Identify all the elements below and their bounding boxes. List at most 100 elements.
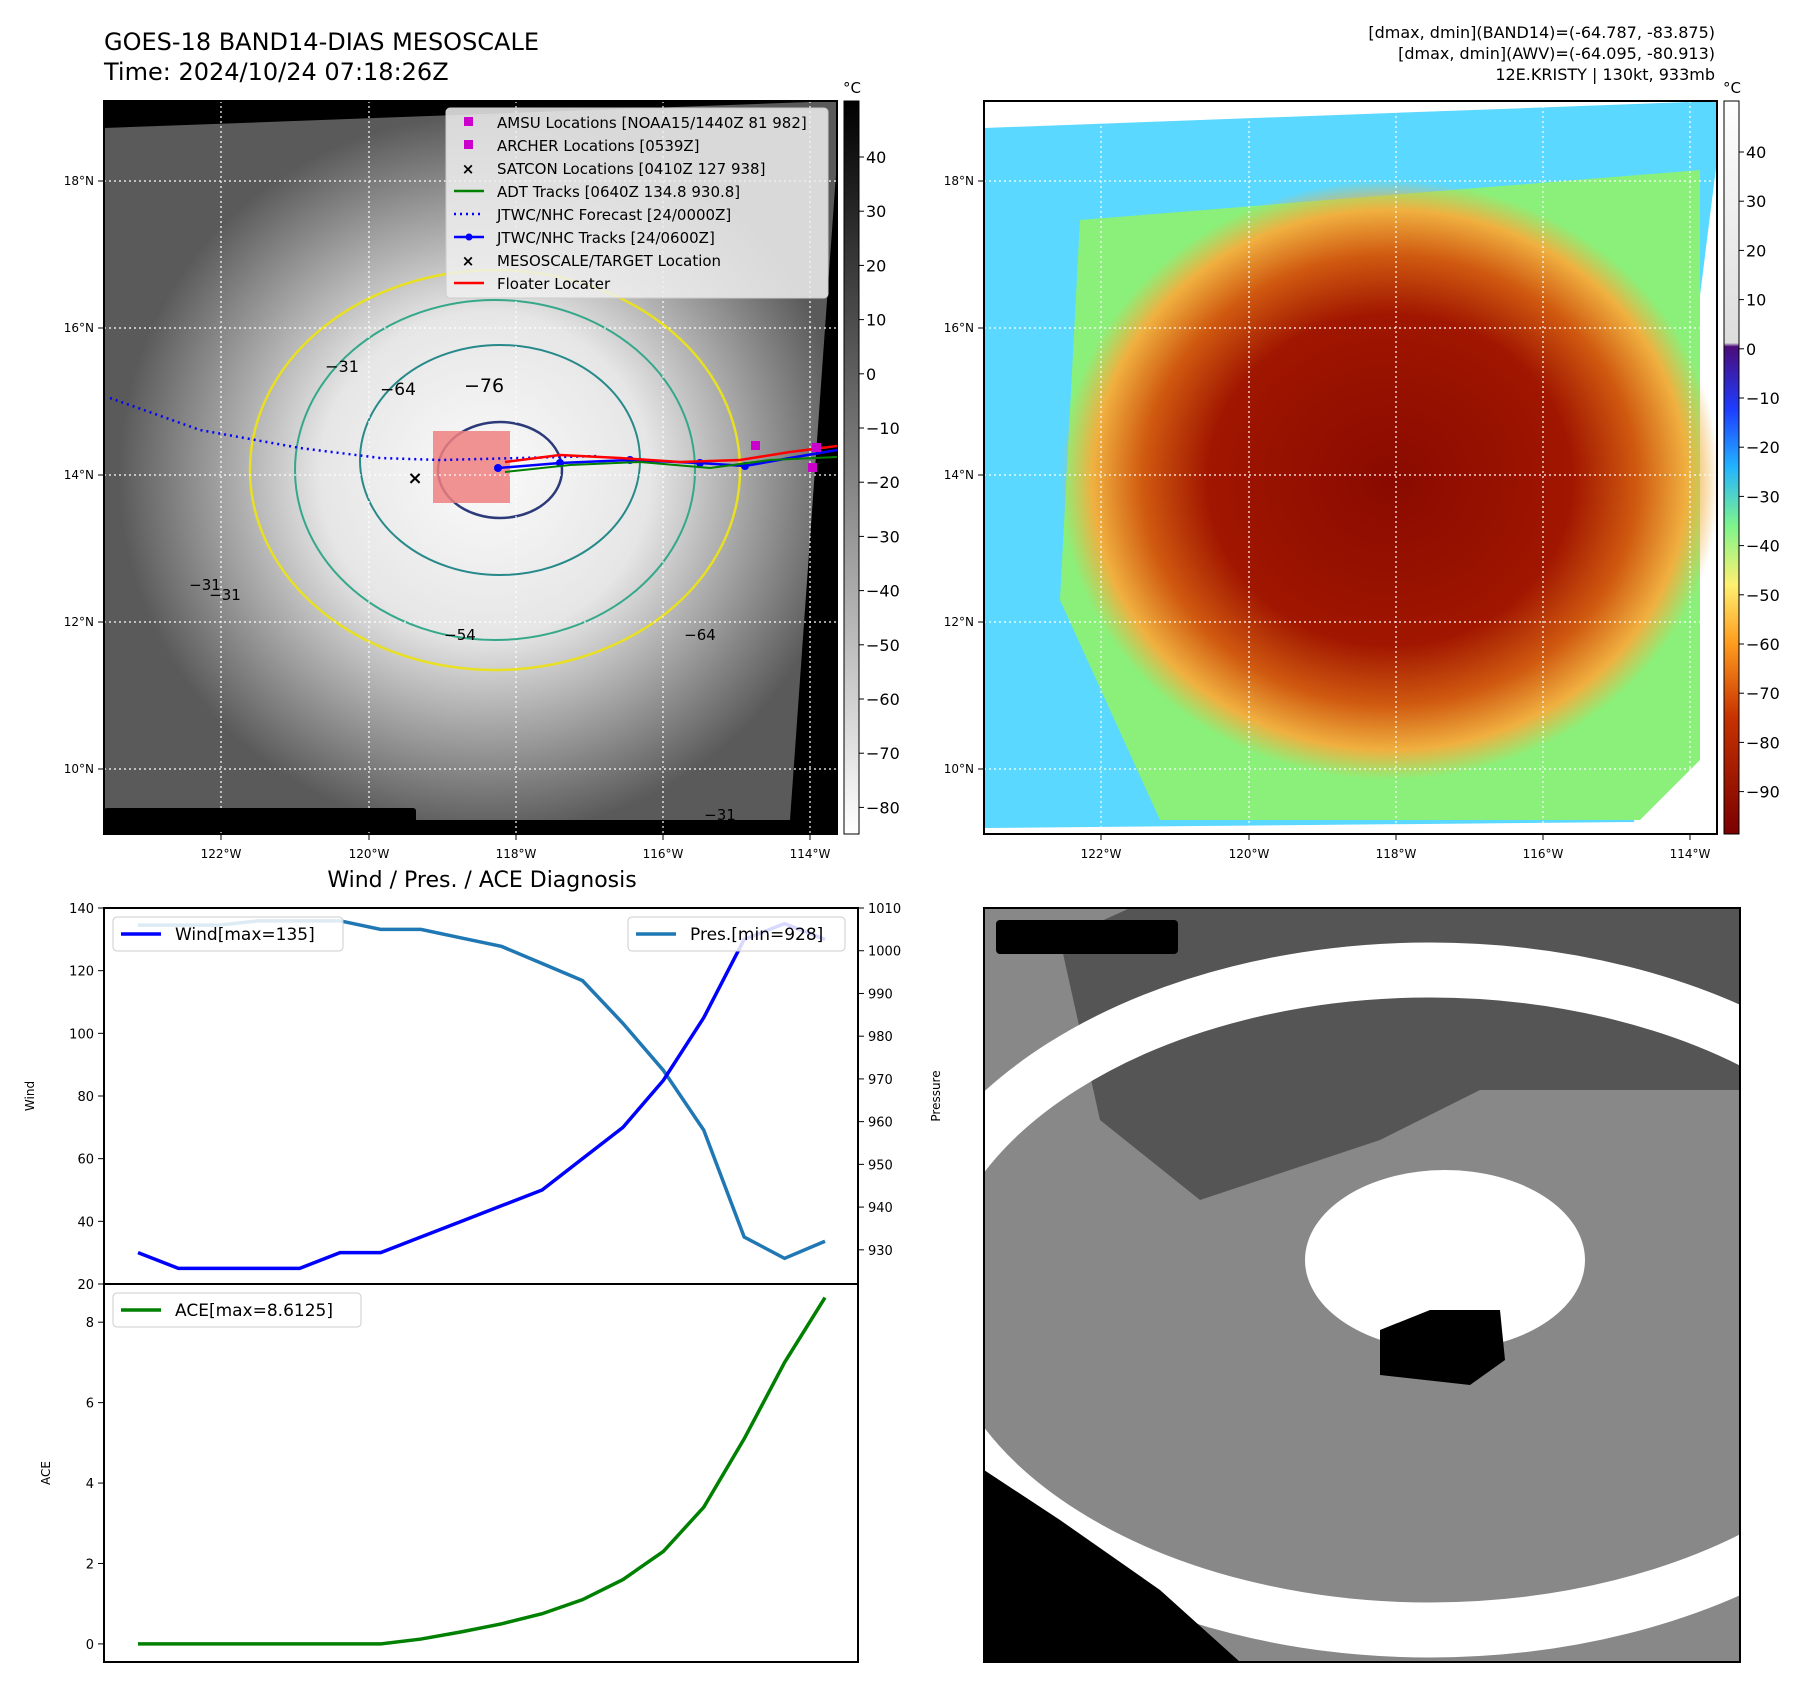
lon-tick-label: 118°W (1376, 847, 1417, 861)
lon-tick-label: 116°W (643, 847, 684, 861)
contour-label: −54 (444, 626, 476, 644)
legend-label: ADT Tracks [0640Z 134.8 930.8] (497, 183, 740, 201)
wmg-panel (983, 907, 1741, 1663)
colorbar-tick-label: 30 (866, 202, 886, 221)
lon-tick-label: 122°W (1081, 847, 1122, 861)
colorbar-tick-label: 30 (1746, 192, 1766, 211)
wmg-count-label: WMG Count: 0 (1004, 925, 1165, 949)
legend-entry: Floater Locater (454, 275, 611, 293)
pressure-legend (627, 916, 846, 952)
hurricane-heat-disc (1060, 180, 1717, 780)
lon-tick-label: 122°W (201, 847, 242, 861)
amsu-marker (812, 443, 821, 452)
contour-label: −31 (704, 806, 736, 824)
colorbar-tick-label: −40 (866, 582, 900, 601)
wind-legend (112, 916, 344, 952)
legend-x-icon: × (462, 160, 475, 178)
lat-tick-label: 10°N (944, 762, 974, 776)
wmg-eye-black (1380, 1310, 1505, 1385)
ace-axis-label: ACE (39, 1461, 53, 1485)
floater-track (504, 444, 838, 464)
contour-label: −31 (189, 576, 221, 594)
archer-marker (808, 463, 817, 472)
pressure-axis-tick-label: 930 (868, 1244, 893, 1259)
color-map-panel (983, 100, 1718, 835)
ace-axis-tick-label: 2 (86, 1557, 94, 1572)
wmg-frame (983, 907, 1741, 1663)
wind-axis-tick-label: 100 (69, 1027, 94, 1042)
colorbar-tick-label: −10 (866, 419, 900, 438)
legend-entry: ARCHER Locations [0539Z] (464, 137, 700, 155)
lat-tick-label: 16°N (64, 321, 94, 335)
legend-entry: AMSU Locations [NOAA15/1440Z 81 982] (464, 114, 807, 132)
ace-axis-tick-label: 4 (86, 1477, 94, 1492)
pressure-axis-tick-label: 940 (868, 1201, 893, 1216)
wind-axis-tick-label: 20 (77, 1278, 94, 1293)
pressure-axis-tick-label: 1000 (868, 945, 901, 960)
contour-label: −76 (464, 375, 504, 397)
lat-tick-label: 12°N (64, 615, 94, 629)
colorbar-color (1723, 100, 1740, 835)
wind-axis-label: Wind (23, 1081, 37, 1111)
colorbar-tick-label: −20 (1746, 438, 1780, 457)
wind-axis-tick-label: 80 (77, 1090, 94, 1105)
lat-tick-label: 10°N (64, 762, 94, 776)
colorbar-tick-label: −10 (1746, 389, 1780, 408)
ace-legend-label: ACE[max=8.6125] (175, 1301, 333, 1321)
colorbar-tick-label: 0 (866, 365, 876, 384)
wind-axis-tick-label: 40 (77, 1215, 94, 1230)
legend-label: Floater Locater (497, 275, 611, 293)
colorbar-tick-label: 20 (866, 256, 886, 275)
lon-tick-label: 120°W (349, 847, 390, 861)
ace-axis-tick-label: 8 (86, 1316, 94, 1331)
colorbar-gray (843, 100, 860, 835)
storm-info: 12E.KRISTY | 130kt, 933mb (1495, 65, 1715, 84)
colorbar-tick-label: 20 (1746, 241, 1766, 260)
wind-axis-tick-label: 120 (69, 965, 94, 980)
target-marker: × (407, 468, 422, 489)
diagnosis-title: Wind / Pres. / ACE Diagnosis (327, 868, 636, 893)
colorbar-tick-label: 10 (1746, 291, 1766, 310)
colorbar-tick-label: −80 (866, 798, 900, 817)
wind-pressure-frame (103, 907, 859, 1285)
figure-title: GOES-18 BAND14-DIAS MESOSCALE (104, 28, 539, 56)
lat-tick-label: 16°N (944, 321, 974, 335)
adt-track (504, 456, 838, 473)
jtwc-track-point (494, 464, 502, 472)
forecast-track (109, 396, 601, 462)
wmg-count-badge (996, 920, 1178, 954)
ace-legend (112, 1292, 362, 1328)
colorbar-tick-label: −30 (866, 527, 900, 546)
pressure-axis-tick-label: 950 (868, 1158, 893, 1173)
ir-map-frame (103, 100, 838, 835)
colorbar-tick-label: −80 (1746, 733, 1780, 752)
colorbar-tick-label: −30 (1746, 487, 1780, 506)
colorbar-tick-label: 10 (866, 311, 886, 330)
legend-label: ARCHER Locations [0539Z] (497, 137, 700, 155)
colorbar-tick-label: −60 (866, 690, 900, 709)
colorbar-unit-left: °C (843, 79, 861, 97)
legend-entry: × SATCON Locations [0410Z 127 938] (462, 160, 766, 178)
pressure-legend-label: Pres.[min=928] (690, 925, 823, 945)
legend-entry: × MESOSCALE/TARGET Location (462, 252, 721, 270)
ace-frame (103, 1283, 859, 1663)
lon-tick-label: 118°W (496, 847, 537, 861)
pressure-axis-tick-label: 960 (868, 1116, 893, 1131)
colorbar-tick-label: −70 (866, 744, 900, 763)
pressure-axis-tick-label: 980 (868, 1030, 893, 1045)
colorbar-tick-label: 40 (866, 148, 886, 167)
legend-x-icon: × (462, 252, 475, 270)
lon-tick-label: 116°W (1523, 847, 1564, 861)
pressure-axis-tick-label: 990 (868, 987, 893, 1002)
wind-legend-label: Wind[max=135] (175, 925, 315, 945)
lon-tick-label: 114°W (790, 847, 831, 861)
contour-label: −31 (325, 357, 359, 376)
color-map-frame (983, 100, 1718, 835)
legend-label: AMSU Locations [NOAA15/1440Z 81 982] (497, 114, 807, 132)
wmg-eye-white (1305, 1170, 1585, 1350)
pressure-axis-label: Pressure (929, 1070, 943, 1121)
colorbar-tick-label: −50 (1746, 586, 1780, 605)
colorbar-tick-label: 40 (1746, 143, 1766, 162)
